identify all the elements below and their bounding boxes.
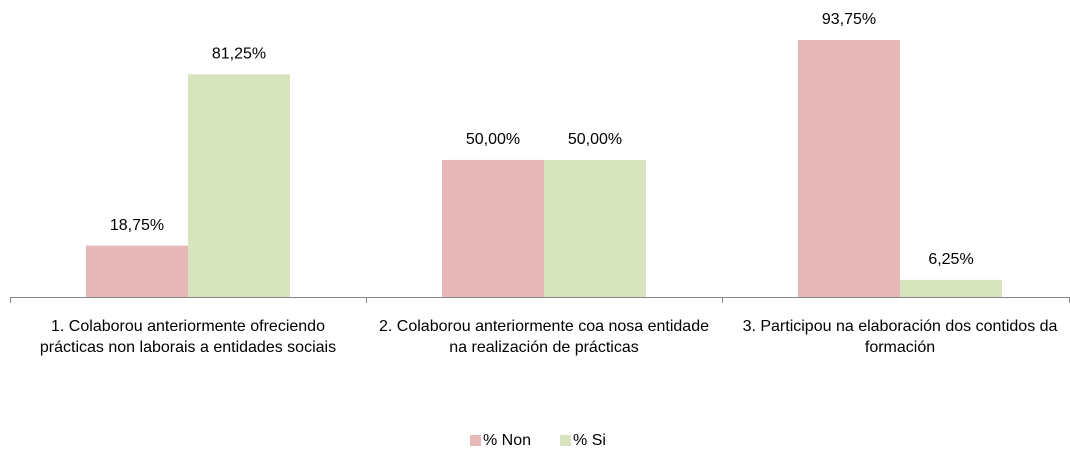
x-tick-label: 1. Colaborou anteriormente ofreciendo pr…: [39, 318, 337, 356]
bar: [442, 159, 544, 297]
bar: [188, 74, 290, 298]
x-tick-label: 3. Participou na elaboración dos contido…: [742, 318, 1058, 356]
legend-swatch: [560, 435, 572, 446]
data-label: 81,25%: [212, 45, 266, 62]
legend-label: % Si: [573, 432, 606, 449]
legend-swatch: [470, 435, 481, 446]
data-label: 6,25%: [928, 251, 973, 268]
bar: [900, 279, 1002, 297]
legend-label: % Non: [483, 432, 531, 449]
data-label: 50,00%: [568, 131, 622, 148]
x-tick-label: 2. Colaborou anteriormente coa nosa enti…: [379, 318, 709, 356]
bar: [798, 40, 900, 297]
bar: [544, 159, 646, 297]
data-label: 50,00%: [466, 131, 520, 148]
bar: [86, 245, 188, 297]
data-label: 93,75%: [822, 11, 876, 28]
data-label: 18,75%: [110, 217, 164, 234]
